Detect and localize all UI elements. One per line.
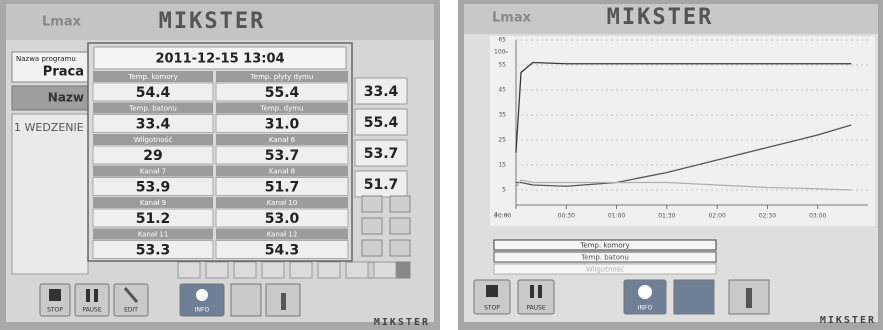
icon	[178, 262, 200, 278]
channel-label: Temp. dymu	[260, 105, 304, 113]
background-value: 55.4	[364, 115, 399, 131]
popup-datetime: 2011-12-15 13:04	[155, 52, 284, 67]
channel-label: Kanał 6	[269, 136, 296, 144]
info-icon	[196, 289, 208, 301]
x-tick-label: 01:30	[658, 213, 675, 220]
step: 1 WEDZENIE	[14, 121, 84, 134]
x-tick-label: 02:30	[759, 213, 776, 220]
logo: Lmax	[492, 11, 532, 26]
icon	[290, 262, 312, 278]
background-value: 53.7	[364, 146, 399, 162]
icon	[390, 218, 410, 234]
channel-label: Kanał 11	[138, 231, 169, 239]
button-label: STOP	[47, 307, 63, 314]
channel-label: Kanał 10	[267, 199, 298, 207]
button-label: INFO	[638, 305, 653, 312]
button-label: PAUSE	[526, 305, 546, 312]
x-tick-label: 03:00	[809, 213, 826, 220]
icon	[374, 262, 396, 278]
step-list	[12, 114, 88, 274]
footer-brand: MIKSTER	[820, 315, 876, 326]
icon	[206, 262, 228, 278]
icon	[362, 196, 382, 212]
icon	[346, 262, 368, 278]
program-name: Praca	[43, 65, 84, 80]
pause-icon	[530, 285, 534, 298]
y-tick-label: 35	[498, 112, 506, 119]
pause-icon	[94, 289, 98, 302]
background-value: 51.7	[364, 177, 399, 193]
screenshot: Lmax MIKSTER Nazwa programu Praca Nazw 1 WEDZ…	[0, 0, 883, 330]
logo: Lmax	[42, 15, 82, 30]
channel-value: 53.3	[136, 243, 171, 259]
channel-label: Wilgotność	[134, 136, 172, 144]
channel-label: Temp. komory	[127, 73, 177, 81]
channel-value: 55.4	[265, 85, 300, 101]
icon	[390, 240, 410, 256]
x-tick-label: 01:00	[608, 213, 625, 220]
y-tick-label: 65	[498, 37, 506, 44]
legend-label: Temp. batonu	[580, 254, 629, 262]
button-label: STOP	[484, 305, 500, 312]
icon	[234, 262, 256, 278]
button-label: PAUSE	[82, 307, 102, 314]
channel-label: Temp. płyty dymu	[250, 73, 314, 81]
chart-button[interactable]	[674, 280, 714, 314]
x-tick-label: 00:00	[494, 213, 511, 220]
icon	[262, 262, 284, 278]
program-label: Nazwa programu	[16, 55, 76, 63]
icon	[362, 218, 382, 234]
channel-value: 54.3	[265, 243, 300, 259]
button-label: EDIT	[124, 307, 138, 314]
channel-value: 29	[143, 148, 162, 164]
x-tick-label: 02:00	[708, 213, 725, 220]
channel-label: Temp. batonu	[128, 105, 177, 113]
stop-icon	[486, 285, 498, 297]
channel-value: 33.4	[136, 117, 171, 133]
legend-label: Temp. komory	[579, 242, 629, 250]
channel-value: 53.9	[136, 180, 171, 196]
channel-value: 51.2	[136, 211, 171, 227]
channel-value: 53.7	[265, 148, 300, 164]
channel-value: 54.4	[136, 85, 171, 101]
button-label: INFO	[195, 307, 210, 314]
channel-label: Kanał 12	[267, 231, 298, 239]
pause-icon	[86, 289, 90, 302]
help-icon	[746, 288, 752, 308]
channel-value: 31.0	[265, 117, 300, 133]
brand: MIKSTER	[159, 9, 266, 34]
channel-value: 53.0	[265, 211, 300, 227]
x-tick-label: 00:30	[558, 213, 575, 220]
y-tick-label: 45	[498, 87, 506, 94]
info-icon	[638, 285, 652, 299]
tab-label: Nazw	[48, 91, 84, 105]
y-tick-label: 25	[498, 137, 506, 144]
chart-button[interactable]	[231, 284, 261, 316]
y-tick-label: 5	[502, 187, 506, 194]
brand: MIKSTER	[607, 5, 714, 30]
icon	[362, 240, 382, 256]
y-tick-label: 15	[498, 162, 506, 169]
footer-brand: MIKSTER	[374, 317, 430, 328]
y2-tick-label: 100	[494, 49, 506, 56]
channel-label: Kanał 8	[269, 168, 295, 176]
icon	[318, 262, 340, 278]
y-tick-label: 55	[498, 62, 506, 69]
icon	[390, 196, 410, 212]
pause-icon	[538, 285, 542, 298]
background-value: 33.4	[364, 84, 399, 100]
legend-label: Wilgotność	[586, 266, 624, 274]
channel-value: 51.7	[265, 180, 300, 196]
help-icon	[281, 293, 286, 310]
channel-label: Kanał 9	[140, 199, 166, 207]
channel-label: Kanał 7	[140, 168, 166, 176]
stop-icon	[49, 289, 61, 301]
